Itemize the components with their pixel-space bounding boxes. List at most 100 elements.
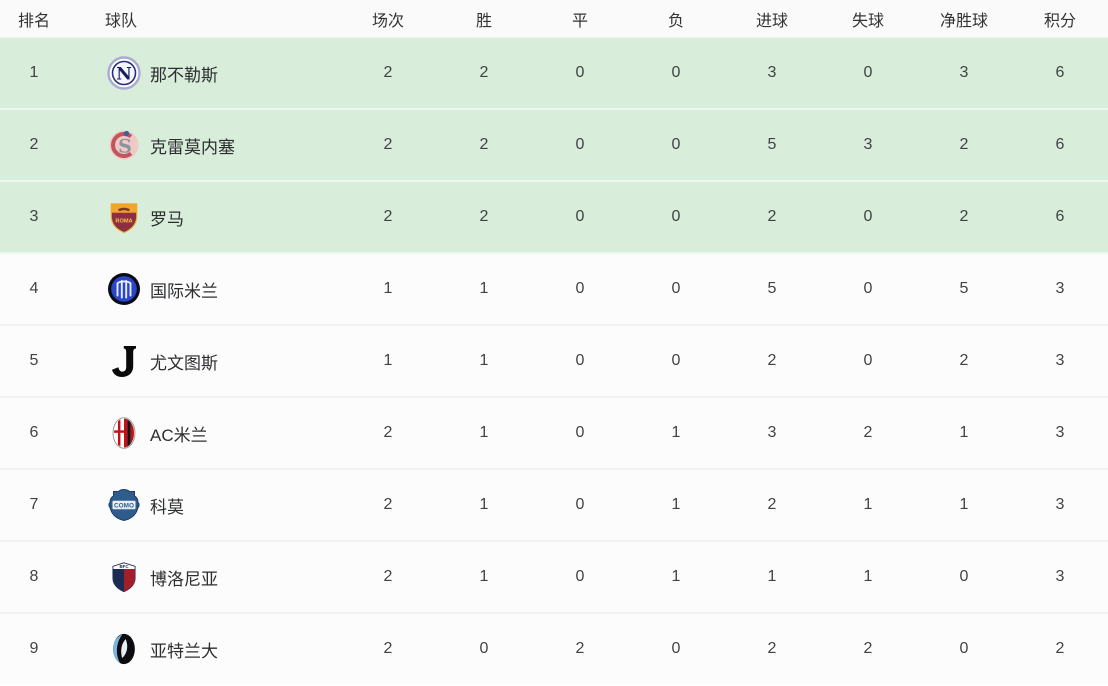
- goals-against-cell: 0: [863, 352, 873, 369]
- team-name: 那不勒斯: [150, 65, 218, 85]
- played-cell: 2: [383, 208, 393, 225]
- played-cell: 2: [383, 496, 393, 513]
- goals-against-cell: 1: [863, 568, 873, 585]
- svg-text:S: S: [118, 136, 132, 158]
- wins-cell: 2: [479, 208, 489, 225]
- goal-diff-cell: 0: [959, 568, 969, 585]
- goals-for-cell: 5: [767, 136, 777, 153]
- col-header-team: 球队: [68, 0, 340, 38]
- goal-diff-cell: 2: [959, 136, 969, 153]
- draws-cell: 0: [575, 424, 585, 441]
- goals-against-cell: 2: [863, 640, 873, 657]
- col-header-losses: 负: [628, 0, 724, 38]
- goals-against-cell: 3: [863, 136, 873, 153]
- table-row[interactable]: 5 尤文图斯 1 1 0 0 2 0 2 3: [0, 325, 1108, 397]
- table-row[interactable]: 3 ROMA 罗马 2 2 0 0 2: [0, 181, 1108, 253]
- losses-cell: 1: [671, 424, 681, 441]
- team-cell[interactable]: BFC 博洛尼亚: [68, 541, 340, 613]
- goals-for-cell: 5: [767, 280, 777, 297]
- table-row[interactable]: 6: [0, 397, 1108, 469]
- losses-cell: 0: [671, 136, 681, 153]
- bologna-logo-icon: BFC: [105, 558, 143, 596]
- played-cell: 2: [383, 568, 393, 585]
- losses-cell: 0: [671, 352, 681, 369]
- team-cell[interactable]: 国际米兰: [68, 253, 340, 325]
- rank-cell: 7: [29, 496, 39, 513]
- team-cell[interactable]: S 克雷莫内塞: [68, 109, 340, 181]
- svg-text:ROMA: ROMA: [115, 219, 132, 225]
- points-cell: 6: [1055, 64, 1065, 81]
- svg-text:COMO: COMO: [114, 502, 134, 509]
- rank-cell: 2: [29, 136, 39, 153]
- wins-cell: 1: [479, 352, 489, 369]
- table-row[interactable]: 4: [0, 253, 1108, 325]
- goals-for-cell: 3: [767, 64, 777, 81]
- juventus-logo-icon: [105, 342, 143, 380]
- table-row[interactable]: 2 S 克雷莫内塞 2 2 0 0 5: [0, 109, 1108, 181]
- atalanta-logo-icon: [105, 630, 143, 668]
- goal-diff-cell: 1: [959, 424, 969, 441]
- goal-diff-cell: 1: [959, 496, 969, 513]
- played-cell: 1: [383, 352, 393, 369]
- col-header-goal-diff: 净胜球: [916, 0, 1012, 38]
- losses-cell: 0: [671, 280, 681, 297]
- table-row[interactable]: 7 COMO 科莫 2 1 0: [0, 469, 1108, 541]
- losses-cell: 0: [671, 208, 681, 225]
- goal-diff-cell: 5: [959, 280, 969, 297]
- table-row[interactable]: 9 亚特兰大 2 0 2 0 2 2 0: [0, 613, 1108, 684]
- draws-cell: 0: [575, 352, 585, 369]
- wins-cell: 1: [479, 280, 489, 297]
- team-cell[interactable]: N 那不勒斯: [68, 38, 340, 110]
- goals-for-cell: 1: [767, 568, 777, 585]
- played-cell: 1: [383, 280, 393, 297]
- col-header-points: 积分: [1012, 0, 1108, 38]
- played-cell: 2: [383, 424, 393, 441]
- points-cell: 3: [1055, 568, 1065, 585]
- goal-diff-cell: 2: [959, 208, 969, 225]
- goals-against-cell: 2: [863, 424, 873, 441]
- points-cell: 2: [1055, 640, 1065, 657]
- inter-milan-logo-icon: [105, 270, 143, 308]
- rank-cell: 9: [29, 640, 39, 657]
- losses-cell: 0: [671, 640, 681, 657]
- team-cell[interactable]: ROMA 罗马: [68, 181, 340, 253]
- wins-cell: 0: [479, 640, 489, 657]
- col-header-played: 场次: [340, 0, 436, 38]
- team-cell[interactable]: 尤文图斯: [68, 325, 340, 397]
- team-cell[interactable]: AC米兰: [68, 397, 340, 469]
- col-header-rank: 排名: [0, 0, 68, 38]
- team-name: 亚特兰大: [150, 641, 218, 661]
- team-cell[interactable]: COMO 科莫: [68, 469, 340, 541]
- played-cell: 2: [383, 64, 393, 81]
- goal-diff-cell: 2: [959, 352, 969, 369]
- goals-for-cell: 2: [767, 208, 777, 225]
- wins-cell: 2: [479, 136, 489, 153]
- goals-against-cell: 1: [863, 496, 873, 513]
- goal-diff-cell: 3: [959, 64, 969, 81]
- points-cell: 3: [1055, 424, 1065, 441]
- goals-against-cell: 0: [863, 280, 873, 297]
- team-name: 科莫: [150, 497, 184, 517]
- col-header-draws: 平: [532, 0, 628, 38]
- draws-cell: 0: [575, 208, 585, 225]
- losses-cell: 0: [671, 64, 681, 81]
- table-row[interactable]: 8 BFC 博洛尼亚 2 1 0 1 1: [0, 541, 1108, 613]
- goals-against-cell: 0: [863, 64, 873, 81]
- points-cell: 3: [1055, 280, 1065, 297]
- rank-cell: 5: [29, 352, 39, 369]
- team-name: AC米兰: [150, 425, 208, 445]
- table-row[interactable]: 1 N 那不勒斯 2 2 0 0 3 0 3: [0, 37, 1108, 110]
- team-cell[interactable]: 亚特兰大: [68, 613, 340, 684]
- roma-logo-icon: ROMA: [105, 198, 143, 236]
- rank-cell: 6: [29, 424, 39, 441]
- goals-for-cell: 2: [767, 352, 777, 369]
- team-name: 国际米兰: [150, 281, 218, 301]
- wins-cell: 1: [479, 424, 489, 441]
- team-name: 博洛尼亚: [150, 569, 218, 589]
- table-header: 排名 球队 场次 胜 平 负 进球 失球 净胜球 积分: [0, 0, 1108, 38]
- rank-cell: 8: [29, 568, 39, 585]
- wins-cell: 1: [479, 568, 489, 585]
- goal-diff-cell: 0: [959, 640, 969, 657]
- draws-cell: 2: [575, 640, 585, 657]
- draws-cell: 0: [575, 64, 585, 81]
